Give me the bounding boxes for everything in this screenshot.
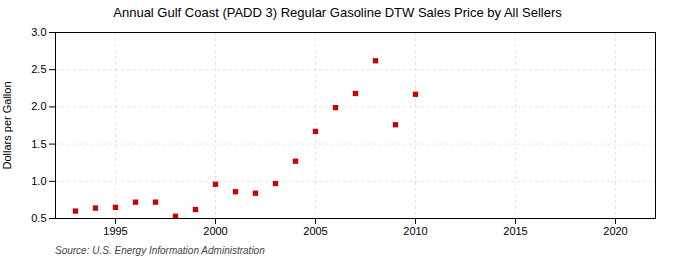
svg-text:0.5: 0.5 xyxy=(31,212,46,224)
svg-text:3.0: 3.0 xyxy=(31,26,46,38)
svg-text:2010: 2010 xyxy=(403,225,427,237)
svg-text:1.5: 1.5 xyxy=(31,138,46,150)
html-text:Source: U.S. Energy Informatio: Source: U.S. Energy Information Administ… xyxy=(55,245,265,256)
html-text:Annual Gulf Coast (PADD 3) Reg: Annual Gulf Coast (PADD 3) Regular Gasol… xyxy=(113,5,562,20)
svg-text:2000: 2000 xyxy=(203,225,227,237)
svg-text:2020: 2020 xyxy=(603,225,627,237)
svg-text:Dollars per Gallon: Dollars per Gallon xyxy=(1,81,13,169)
svg-text:2.5: 2.5 xyxy=(31,63,46,75)
svg-text:2.0: 2.0 xyxy=(31,100,46,112)
svg-text:2015: 2015 xyxy=(503,225,527,237)
svg-text:1995: 1995 xyxy=(103,225,127,237)
svg-text:2005: 2005 xyxy=(303,225,327,237)
svg-text:1.0: 1.0 xyxy=(31,175,46,187)
